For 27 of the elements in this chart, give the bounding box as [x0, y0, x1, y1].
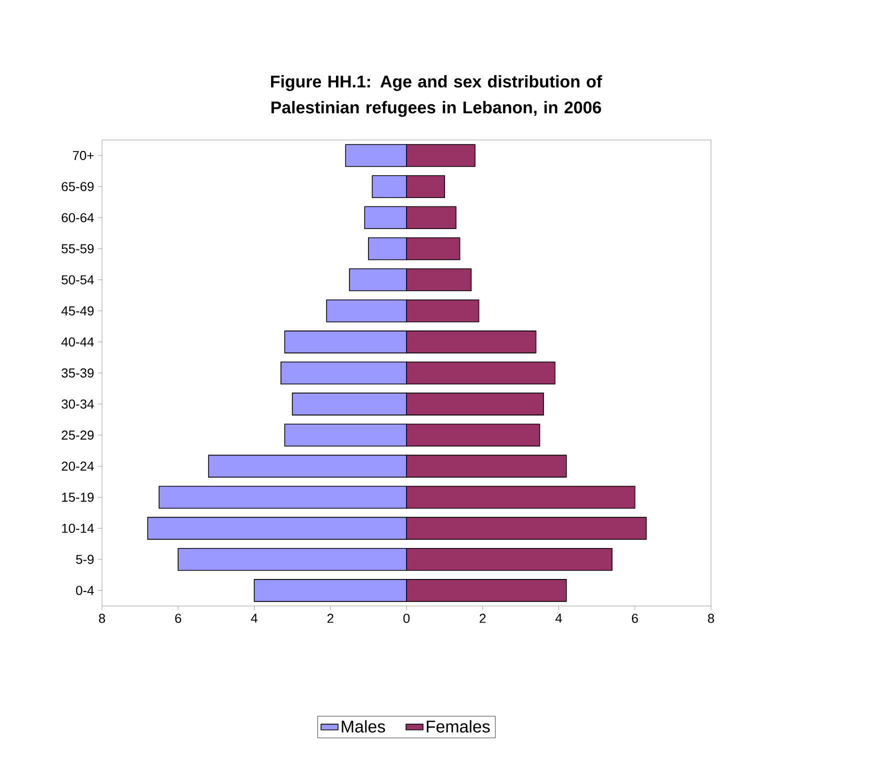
x-tick-label: 4	[555, 614, 562, 623]
x-tick-label: 2	[327, 614, 334, 623]
chart-title: Figure HH.1: Age and sex distribution of Palestinian refugees in Lebanon, in 2006	[271, 75, 602, 117]
y-tick-label: 10-14	[62, 524, 94, 533]
y-tick-label: 55-59	[62, 244, 94, 254]
legend-label: Females	[426, 720, 490, 733]
y-tick-label: 40-44	[61, 337, 94, 347]
x-tick-label: 8	[708, 614, 714, 623]
x-tick-label: 6	[175, 614, 182, 623]
x-tick-label: 2	[480, 614, 486, 623]
x-tick-label: 0	[403, 614, 410, 623]
legend-label: Males	[342, 720, 386, 733]
y-tick-label: 20-24	[62, 462, 94, 471]
y-tick-label: 0-4	[76, 586, 94, 596]
y-tick-label: 70+	[72, 150, 94, 160]
y-tick-label: 30-34	[62, 399, 94, 409]
y-tick-label: 45-49	[61, 306, 94, 316]
y-tick-label: 65-69	[62, 182, 94, 192]
x-tick-label: 8	[98, 614, 106, 623]
y-tick-label: 50-54	[62, 275, 94, 284]
x-tick-label: 6	[632, 614, 638, 623]
y-tick-label: 5-9	[76, 554, 94, 564]
y-tick-label: 25-29	[62, 430, 94, 440]
y-tick-label: 60-64	[62, 213, 94, 222]
y-tick-label: 15-19	[62, 492, 94, 502]
y-tick-label: 35-39	[62, 368, 94, 378]
x-tick-label: 4	[250, 614, 258, 623]
